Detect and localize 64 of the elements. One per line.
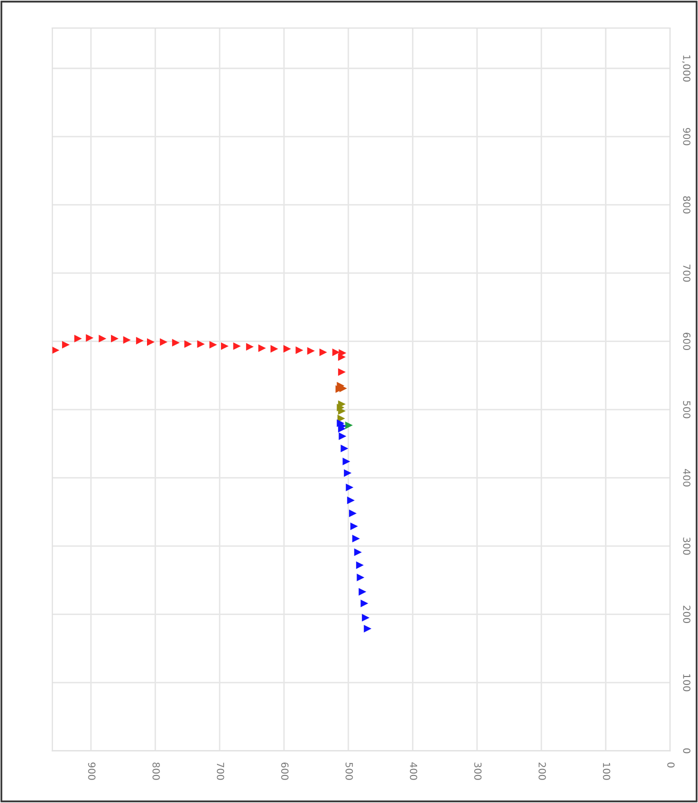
point	[338, 368, 346, 376]
y-tick-label: 400	[683, 469, 690, 486]
x-tick-label: 900	[88, 762, 96, 780]
point	[347, 496, 355, 504]
point	[358, 588, 366, 596]
point	[233, 342, 241, 350]
point	[220, 342, 229, 350]
point	[356, 561, 364, 569]
x-tick-label: 800	[152, 762, 160, 780]
point	[356, 574, 364, 582]
y-tick-label: 600	[683, 332, 690, 350]
point	[98, 334, 106, 342]
point	[350, 522, 358, 530]
point	[338, 432, 346, 440]
x-tick-label: 500	[346, 762, 353, 780]
point	[360, 600, 368, 608]
x-tick-label: 100	[602, 762, 610, 780]
point	[296, 346, 304, 354]
point	[364, 624, 372, 632]
point	[338, 353, 346, 361]
point	[86, 334, 94, 342]
point	[340, 444, 348, 452]
point	[209, 340, 218, 349]
y-tick-label: 100	[683, 674, 690, 692]
x-tick-label: 0	[667, 762, 675, 768]
y-tick-label: 500	[683, 401, 690, 418]
point	[332, 348, 340, 356]
point	[345, 421, 353, 430]
point	[197, 340, 205, 348]
point	[344, 469, 352, 477]
point	[110, 334, 119, 342]
x-tick-label: 400	[410, 762, 418, 780]
point	[172, 338, 180, 347]
point	[184, 340, 192, 348]
y-tick-label: 700	[683, 264, 690, 282]
y-tick-label: 300	[683, 538, 690, 555]
point	[270, 345, 278, 353]
point	[352, 534, 360, 542]
point	[246, 343, 254, 351]
x-tick-label: 300	[474, 762, 482, 780]
x-tick-label: 700	[216, 762, 224, 780]
point	[319, 348, 328, 356]
point	[349, 510, 357, 518]
point	[62, 340, 70, 349]
point	[342, 458, 350, 466]
point	[258, 344, 266, 352]
y-tick-label: 1,000	[682, 56, 690, 82]
y-tick-label: 800	[683, 196, 690, 214]
point	[136, 336, 144, 344]
point	[307, 347, 315, 355]
y-tick-label: 0	[683, 748, 690, 754]
point	[362, 614, 370, 622]
x-tick-label: 600	[281, 762, 289, 780]
y-tick-label: 900	[683, 128, 690, 146]
point	[52, 346, 60, 354]
point	[123, 336, 131, 344]
point	[147, 338, 155, 346]
point	[346, 484, 354, 492]
point	[283, 345, 292, 353]
point	[74, 334, 82, 342]
y-tick-label: 200	[683, 606, 690, 623]
point	[354, 548, 362, 556]
point	[160, 338, 168, 346]
x-tick-label: 200	[538, 762, 546, 780]
